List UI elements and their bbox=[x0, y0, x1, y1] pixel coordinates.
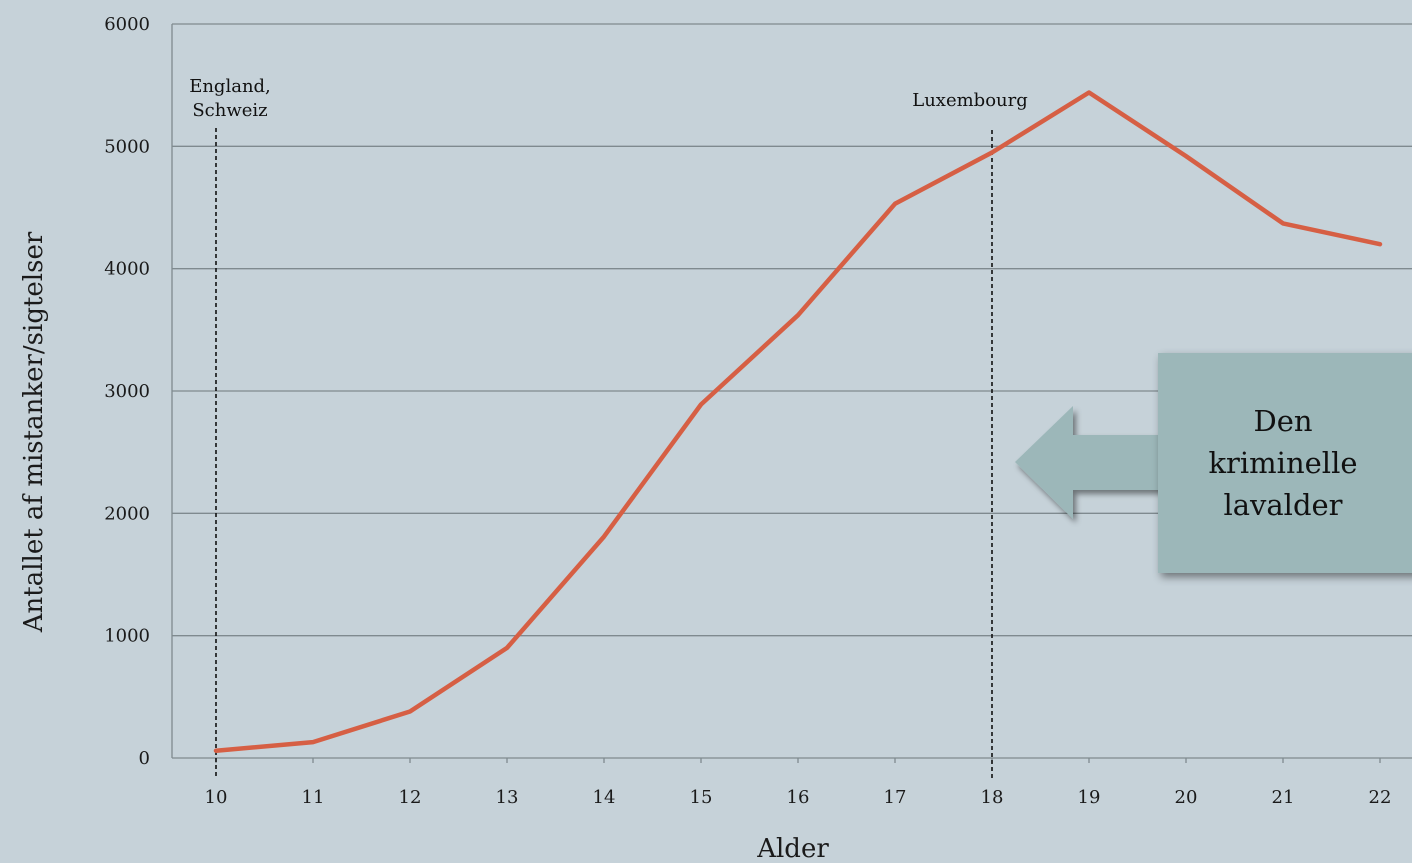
series-line bbox=[213, 90, 1383, 753]
reference-label: Luxembourg bbox=[912, 90, 1028, 111]
x-tick-label: 22 bbox=[1369, 787, 1392, 808]
series-layer bbox=[213, 90, 1383, 753]
callout-text: Den kriminelle lavalder bbox=[1173, 400, 1393, 526]
x-tick-label: 14 bbox=[593, 787, 616, 808]
x-axis-title: Alder bbox=[756, 834, 829, 863]
reference-lines: England, Schweiz Luxembourg bbox=[189, 76, 1028, 778]
callout-box: Den kriminelle lavalder bbox=[1158, 353, 1412, 573]
callout-arrow-layer bbox=[1015, 406, 1166, 519]
reference-label: England, bbox=[189, 76, 271, 97]
x-tick-label: 13 bbox=[496, 787, 519, 808]
y-tick-label: 2000 bbox=[104, 503, 150, 524]
y-tick-label: 5000 bbox=[104, 136, 150, 157]
y-tick-labels: 0 1000 2000 3000 4000 5000 6000 bbox=[104, 14, 150, 769]
callout-arrow bbox=[1015, 406, 1166, 519]
y-tick-label: 1000 bbox=[104, 626, 150, 647]
callout-line: Den bbox=[1253, 404, 1313, 438]
x-tick-label: 10 bbox=[205, 787, 228, 808]
y-tick-label: 4000 bbox=[104, 259, 150, 280]
callout-line: kriminelle bbox=[1208, 446, 1358, 480]
x-tick-label: 11 bbox=[302, 787, 325, 808]
x-tick-label: 20 bbox=[1175, 787, 1198, 808]
x-tick-labels: 10 11 12 13 14 15 16 17 18 19 20 21 22 bbox=[205, 787, 1392, 808]
x-tick-label: 12 bbox=[399, 787, 422, 808]
x-tick-label: 15 bbox=[690, 787, 713, 808]
x-tick-label: 18 bbox=[981, 787, 1004, 808]
x-tick-label: 19 bbox=[1078, 787, 1101, 808]
reference-label: Schweiz bbox=[192, 100, 267, 121]
y-tick-label: 0 bbox=[139, 748, 150, 769]
x-tick-label: 21 bbox=[1272, 787, 1295, 808]
grid-lines bbox=[171, 23, 1412, 763]
callout-line: lavalder bbox=[1223, 488, 1343, 522]
y-tick-label: 6000 bbox=[104, 14, 150, 35]
y-axis-title: Antallet af mistanker/sigtelser bbox=[19, 231, 49, 633]
y-tick-label: 3000 bbox=[104, 381, 150, 402]
x-tick-label: 16 bbox=[787, 787, 810, 808]
x-tick-label: 17 bbox=[884, 787, 907, 808]
